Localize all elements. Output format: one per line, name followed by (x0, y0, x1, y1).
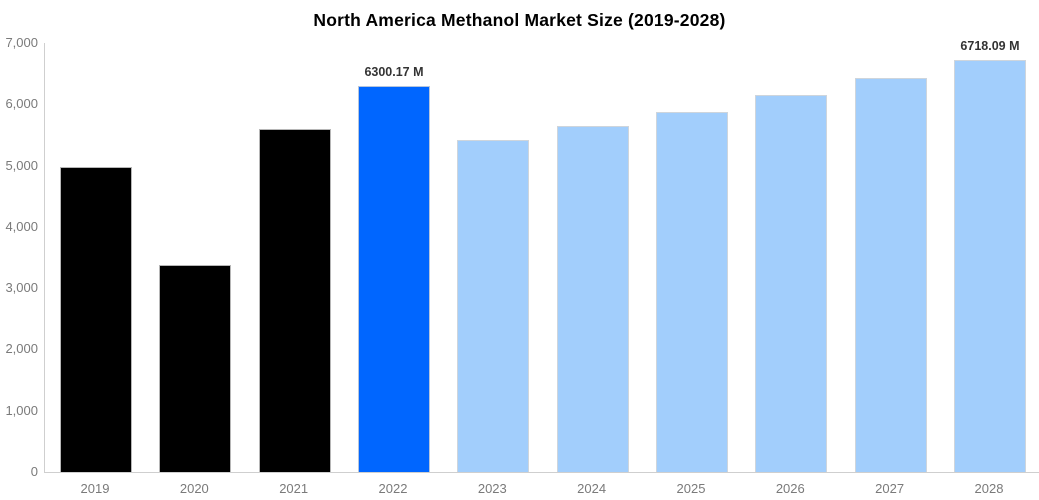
x-tick-label-2026: 2026 (775, 481, 805, 496)
y-tick-label: 5,000 (5, 157, 38, 173)
value-label-2028: 6718.09 M (960, 39, 1020, 54)
x-tick-label-2025: 2025 (676, 481, 706, 496)
bar-2019 (60, 167, 132, 472)
x-tick-label-2019: 2019 (80, 481, 110, 496)
x-tick-label-2021: 2021 (279, 481, 309, 496)
bar-2022 (357, 85, 430, 472)
y-tick-label: 6,000 (5, 96, 38, 112)
bar-2026 (755, 95, 828, 472)
value-label-2022: 6300.17 M (364, 64, 424, 79)
bar-2020 (159, 264, 232, 472)
bar-2024 (556, 126, 629, 472)
x-tick-label-2020: 2020 (179, 481, 209, 496)
bar-2023 (457, 139, 530, 472)
y-tick-label: 2,000 (5, 341, 38, 357)
y-tick-label: 7,000 (5, 35, 38, 50)
x-tick-label-2022: 2022 (378, 481, 408, 496)
x-tick-label-2024: 2024 (577, 481, 607, 496)
bar-2028 (953, 60, 1026, 472)
x-tick-label-2027: 2027 (875, 481, 905, 496)
bar-2027 (854, 77, 927, 472)
chart-title: North America Methanol Market Size (2019… (313, 10, 726, 30)
y-tick-label: 3,000 (5, 280, 38, 296)
x-tick-label-2028: 2028 (974, 481, 1004, 496)
bar-2025 (655, 111, 728, 472)
plot-area: 6300.17 M 6718.09 M (44, 39, 1039, 473)
y-tick-label: 1,000 (5, 402, 38, 418)
bar-2021 (258, 129, 331, 472)
y-tick-label: 0 (30, 464, 38, 479)
y-tick-label: 4,000 (5, 218, 38, 234)
x-tick-label-2023: 2023 (477, 481, 507, 496)
